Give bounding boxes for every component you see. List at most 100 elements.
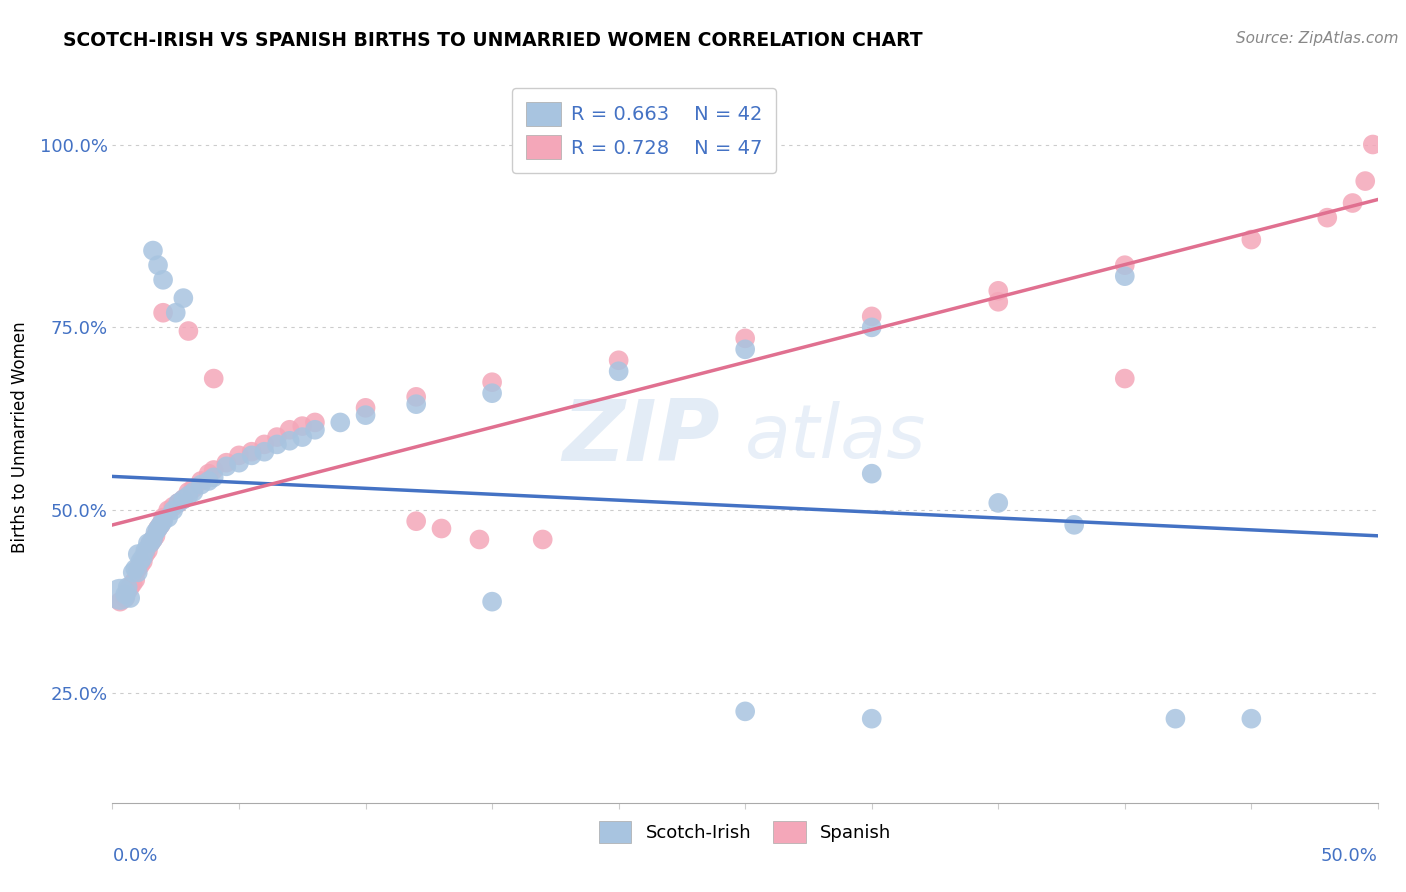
Point [108, 587, 131, 601]
Text: Source: ZipAtlas.com: Source: ZipAtlas.com [1236, 31, 1399, 46]
Point [142, 533, 165, 547]
Point [152, 306, 174, 320]
Point [149, 517, 172, 532]
Point [860, 467, 883, 481]
Point [172, 291, 194, 305]
Point [136, 543, 159, 558]
Text: SCOTCH-IRISH VS SPANISH BIRTHS TO UNMARRIED WOMEN CORRELATION CHART: SCOTCH-IRISH VS SPANISH BIRTHS TO UNMARR… [63, 31, 922, 50]
Point [607, 353, 630, 368]
Point [987, 294, 1010, 309]
Point [253, 437, 276, 451]
Point [354, 401, 377, 415]
Point [167, 496, 190, 510]
Point [860, 310, 883, 324]
Point [145, 525, 167, 540]
Point [1114, 258, 1136, 272]
Point [1114, 371, 1136, 385]
Point [157, 503, 180, 517]
Point [177, 324, 200, 338]
Point [177, 485, 200, 500]
Text: atlas: atlas [745, 401, 927, 473]
Point [405, 390, 427, 404]
Point [202, 463, 225, 477]
Point [481, 386, 503, 401]
Point [405, 397, 427, 411]
Point [157, 510, 180, 524]
Point [468, 533, 491, 547]
Point [197, 474, 219, 488]
Point [430, 521, 453, 535]
Point [127, 562, 149, 576]
Point [481, 375, 503, 389]
Point [354, 408, 377, 422]
Point [304, 416, 326, 430]
Point [266, 437, 288, 451]
Point [149, 517, 172, 532]
Point [136, 536, 159, 550]
Point [481, 594, 503, 608]
Point [329, 416, 352, 430]
Point [197, 467, 219, 481]
Y-axis label: Births to Unmarried Women: Births to Unmarried Women [10, 321, 28, 553]
Point [124, 573, 146, 587]
Point [152, 514, 174, 528]
Point [202, 371, 225, 385]
Point [1354, 174, 1376, 188]
Point [121, 576, 143, 591]
Point [987, 496, 1010, 510]
Point [734, 343, 756, 357]
Point [146, 258, 169, 272]
Point [228, 456, 250, 470]
Point [1240, 712, 1263, 726]
Point [162, 503, 184, 517]
Point [142, 533, 165, 547]
Point [139, 536, 162, 550]
Point [278, 434, 301, 448]
Point [183, 485, 205, 500]
Point [734, 705, 756, 719]
Point [120, 580, 142, 594]
Point [215, 459, 238, 474]
Point [117, 583, 139, 598]
Point [108, 594, 131, 608]
Point [114, 591, 136, 605]
Point [860, 320, 883, 334]
Point [134, 543, 156, 558]
Point [253, 444, 276, 458]
Point [240, 449, 263, 463]
Point [145, 529, 167, 543]
Point [129, 558, 152, 573]
Point [127, 547, 149, 561]
Point [190, 477, 212, 491]
Point [120, 591, 142, 605]
Point [240, 444, 263, 458]
Point [190, 474, 212, 488]
Point [165, 306, 187, 320]
Point [152, 510, 174, 524]
Point [127, 566, 149, 580]
Point [405, 514, 427, 528]
Point [1341, 196, 1364, 211]
Point [146, 521, 169, 535]
Text: ZIP: ZIP [562, 395, 720, 479]
Point [531, 533, 554, 547]
Point [1063, 517, 1085, 532]
Point [734, 331, 756, 345]
Point [117, 580, 139, 594]
Text: 50.0%: 50.0% [1322, 847, 1378, 864]
Point [202, 470, 225, 484]
Point [291, 419, 314, 434]
Point [172, 492, 194, 507]
Point [114, 587, 136, 601]
Point [266, 430, 288, 444]
Point [278, 423, 301, 437]
Legend: Scotch-Irish, Spanish: Scotch-Irish, Spanish [591, 813, 900, 852]
Point [132, 554, 155, 568]
Point [134, 547, 156, 561]
Point [139, 536, 162, 550]
Point [607, 364, 630, 378]
Point [215, 456, 238, 470]
Point [987, 284, 1010, 298]
Point [177, 489, 200, 503]
Point [142, 244, 165, 258]
